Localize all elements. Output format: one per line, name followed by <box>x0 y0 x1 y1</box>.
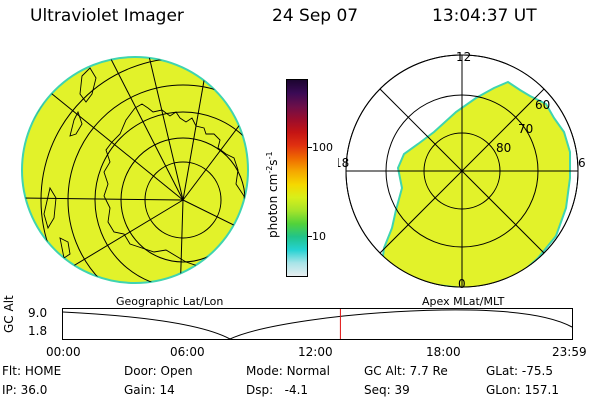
status-door: Door: Open <box>124 364 193 378</box>
colorbar-unit-label: photon cm-2s-1 <box>265 151 280 238</box>
gain-label: Gain: <box>124 383 156 397</box>
status-gain: Gain: 14 <box>124 383 175 397</box>
mlt-label-0: 0 <box>458 277 466 290</box>
mode-value: Normal <box>286 364 330 378</box>
flt-value: HOME <box>24 364 62 378</box>
time-label: 13:04:37 UT <box>432 6 537 26</box>
colorbar-tick-100: 100 <box>312 141 333 154</box>
ip-label: IP: <box>2 383 17 397</box>
flt-label: Flt: <box>2 364 21 378</box>
unit-sup: -1 <box>265 151 274 160</box>
geo-map-label: Geographic Lat/Lon <box>116 295 224 308</box>
polar-grid <box>345 54 579 288</box>
mlt-label-12: 12 <box>456 50 471 64</box>
seq-value: 39 <box>394 383 410 397</box>
unit-text: s <box>266 159 280 166</box>
colorbar <box>286 79 308 277</box>
unit-text: photon cm <box>266 173 280 238</box>
glat-value: -75.5 <box>521 364 553 378</box>
alt-plot-xtick-3: 18:00 <box>426 345 461 359</box>
alt-plot-xtick-0: 00:00 <box>46 345 81 359</box>
status-ip: IP: 36.0 <box>2 383 47 397</box>
gcalt-label: GC Alt: <box>364 364 406 378</box>
alt-plot-frame <box>62 308 573 340</box>
colorbar-tick-mark <box>308 236 312 237</box>
gcalt-value: 7.7 Re <box>409 364 448 378</box>
mlt-label-18: 18 <box>338 156 349 170</box>
gain-value: 14 <box>159 383 175 397</box>
unit-sup: -2 <box>265 165 274 174</box>
geographic-map <box>21 56 249 284</box>
alt-plot-xtick-4: 23:59 <box>552 345 587 359</box>
lat-label-60: 60 <box>535 98 550 112</box>
altitude-curve <box>62 309 573 340</box>
instrument-title: Ultraviolet Imager <box>30 6 184 26</box>
ip-value: 36.0 <box>20 383 48 397</box>
lat-label-80: 80 <box>496 141 511 155</box>
glon-value: 157.1 <box>524 383 559 397</box>
date-label: 24 Sep 07 <box>272 6 359 26</box>
mode-label: Mode: <box>246 364 283 378</box>
status-flt: Flt: HOME <box>2 364 61 378</box>
mlt-label-6: 6 <box>578 156 586 170</box>
alt-plot-ylabel: GC Alt <box>2 295 16 333</box>
status-seq: Seq: 39 <box>364 383 410 397</box>
status-mode: Mode: Normal <box>246 364 330 378</box>
alt-plot-xtick-1: 06:00 <box>170 345 205 359</box>
polar-map-label: Apex MLat/MLT <box>422 295 505 308</box>
door-value: Open <box>160 364 193 378</box>
lat-label-70: 70 <box>518 122 533 136</box>
glon-label: GLon: <box>486 383 521 397</box>
glat-label: GLat: <box>486 364 519 378</box>
geo-aurora-fill <box>21 56 249 284</box>
alt-plot-ytick-high: 9.0 <box>28 306 48 320</box>
dsp-label: Dsp: <box>246 383 274 397</box>
status-dsp: Dsp: -4.1 <box>246 383 308 397</box>
colorbar-tick-10: 10 <box>312 230 326 243</box>
dsp-value: -4.1 <box>284 383 309 397</box>
status-glon: GLon: 157.1 <box>486 383 559 397</box>
status-glat: GLat: -75.5 <box>486 364 553 378</box>
colorbar-gradient <box>287 80 307 276</box>
alt-plot-ytick-low: 1.8 <box>28 324 48 338</box>
polar-map: 12 18 6 0 60 70 80 <box>338 50 586 290</box>
altitude-plot <box>62 308 573 340</box>
colorbar-tick-mark <box>308 147 312 148</box>
door-label: Door: <box>124 364 157 378</box>
seq-label: Seq: <box>364 383 391 397</box>
status-gcalt: GC Alt: 7.7 Re <box>364 364 448 378</box>
alt-plot-xtick-2: 12:00 <box>298 345 333 359</box>
